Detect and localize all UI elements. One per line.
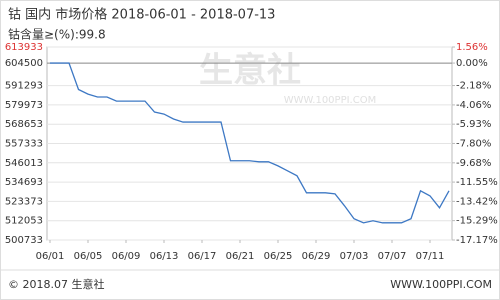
y-tick-label: 534693 bbox=[5, 177, 43, 188]
x-tick-label: 06/25 bbox=[264, 251, 293, 262]
x-tick-label: 06/21 bbox=[226, 251, 255, 262]
y-tick-label: 591293 bbox=[5, 81, 43, 92]
y2-tick-label: -4.06% bbox=[456, 100, 491, 111]
y-tick-label: 613933 bbox=[5, 42, 43, 53]
x-tick-label: 07/03 bbox=[340, 251, 369, 262]
y-tick-label: 568653 bbox=[5, 119, 43, 130]
y2-tick-label: -11.55% bbox=[456, 177, 498, 188]
price-line bbox=[50, 62, 450, 224]
y2-tick-label: -15.29% bbox=[456, 216, 498, 227]
y-tick-label: 604500 bbox=[5, 58, 43, 69]
y2-tick-label: 1.56% bbox=[456, 42, 488, 53]
x-tick-label: 06/13 bbox=[150, 251, 179, 262]
y2-tick-label: -7.80% bbox=[456, 138, 491, 149]
y-tick-label: 557333 bbox=[5, 139, 43, 150]
x-tick-label: 06/17 bbox=[188, 251, 217, 262]
footer-left: © 2018.07 生意社 bbox=[8, 277, 104, 291]
y2-tick-label: -13.42% bbox=[456, 196, 498, 207]
x-tick-label: 07/11 bbox=[416, 251, 445, 262]
x-tick-label: 07/07 bbox=[378, 251, 407, 262]
x-tick-label: 06/05 bbox=[74, 251, 103, 262]
x-tick-label: 06/01 bbox=[36, 251, 65, 262]
y-tick-label: 546013 bbox=[5, 158, 43, 169]
y2-tick-label: -9.68% bbox=[456, 158, 491, 169]
y2-tick-label: -5.93% bbox=[456, 119, 491, 130]
x-tick-label: 06/09 bbox=[112, 251, 141, 262]
y2-tick-label: 0.00% bbox=[456, 58, 488, 69]
y2-tick-label: -2.18% bbox=[456, 81, 491, 92]
watermark-url: WWW.100PPI.COM bbox=[284, 95, 376, 106]
chart-title: 钴 国内 市场价格 2018-06-01 - 2018-07-13 bbox=[8, 7, 275, 23]
chart-subtitle: 钴含量≥(%):99.8 bbox=[8, 27, 106, 42]
y-tick-label: 512053 bbox=[5, 216, 43, 227]
footer-right: WWW.100PPI.COM bbox=[390, 278, 492, 291]
y2-tick-label: -17.17% bbox=[456, 235, 498, 246]
y-tick-label: 500733 bbox=[5, 235, 43, 246]
watermark: 生意社 bbox=[199, 51, 301, 91]
y-tick-label: 523373 bbox=[5, 196, 43, 207]
x-tick-label: 06/29 bbox=[302, 251, 331, 262]
y-tick-label: 579973 bbox=[5, 100, 43, 111]
